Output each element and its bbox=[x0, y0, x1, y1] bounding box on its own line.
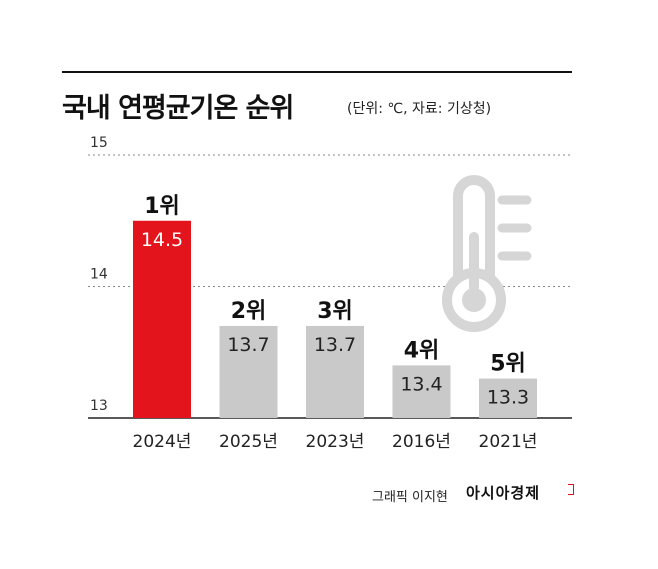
chart-title: 국내 연평균기온 순위 bbox=[62, 93, 294, 124]
bar bbox=[392, 365, 451, 418]
rank-label: 2위 bbox=[231, 299, 267, 324]
bars bbox=[133, 220, 537, 418]
bar-value-label: 13.3 bbox=[487, 387, 529, 409]
x-category-label: 2016년 bbox=[392, 432, 451, 452]
bar-value-label: 13.7 bbox=[227, 334, 269, 356]
bar bbox=[306, 325, 364, 418]
top-rule bbox=[62, 71, 572, 73]
thermometer-icon bbox=[442, 175, 532, 332]
bar bbox=[219, 325, 278, 418]
thermometer-mercury bbox=[469, 232, 479, 292]
graphic-credit: 그래픽 이지현 bbox=[372, 490, 448, 505]
unit-source-note: (단위: ℃, 자료: 기상청) bbox=[347, 101, 492, 117]
y-tick-label: 14 bbox=[90, 267, 108, 283]
bar-value-label: 14.5 bbox=[141, 229, 183, 251]
thermometer-bulb-fill bbox=[462, 288, 486, 312]
y-tick-label: 13 bbox=[90, 398, 108, 414]
bar-value-label: 13.4 bbox=[400, 373, 442, 395]
bar-value-label: 13.7 bbox=[314, 334, 356, 356]
x-category-label: 2025년 bbox=[219, 432, 278, 452]
rank-label: 4위 bbox=[404, 338, 440, 363]
x-category-label: 2023년 bbox=[306, 432, 365, 452]
x-category-label: 2021년 bbox=[479, 432, 538, 452]
labels: 13 14 15 14.5 1위 2024년 13.7 2위 2025년 13.7 3위 2023년 1… bbox=[90, 135, 537, 452]
brand-logo: 아시아경제 bbox=[466, 484, 541, 502]
rank-label: 1위 bbox=[144, 194, 180, 219]
rank-label: 5위 bbox=[490, 352, 526, 377]
bar bbox=[479, 378, 537, 418]
rank-label: 3위 bbox=[317, 299, 353, 324]
brand-mark-icon bbox=[568, 484, 574, 495]
y-tick-label: 15 bbox=[90, 135, 108, 151]
x-category-label: 2024년 bbox=[133, 432, 192, 452]
bar bbox=[133, 220, 191, 418]
